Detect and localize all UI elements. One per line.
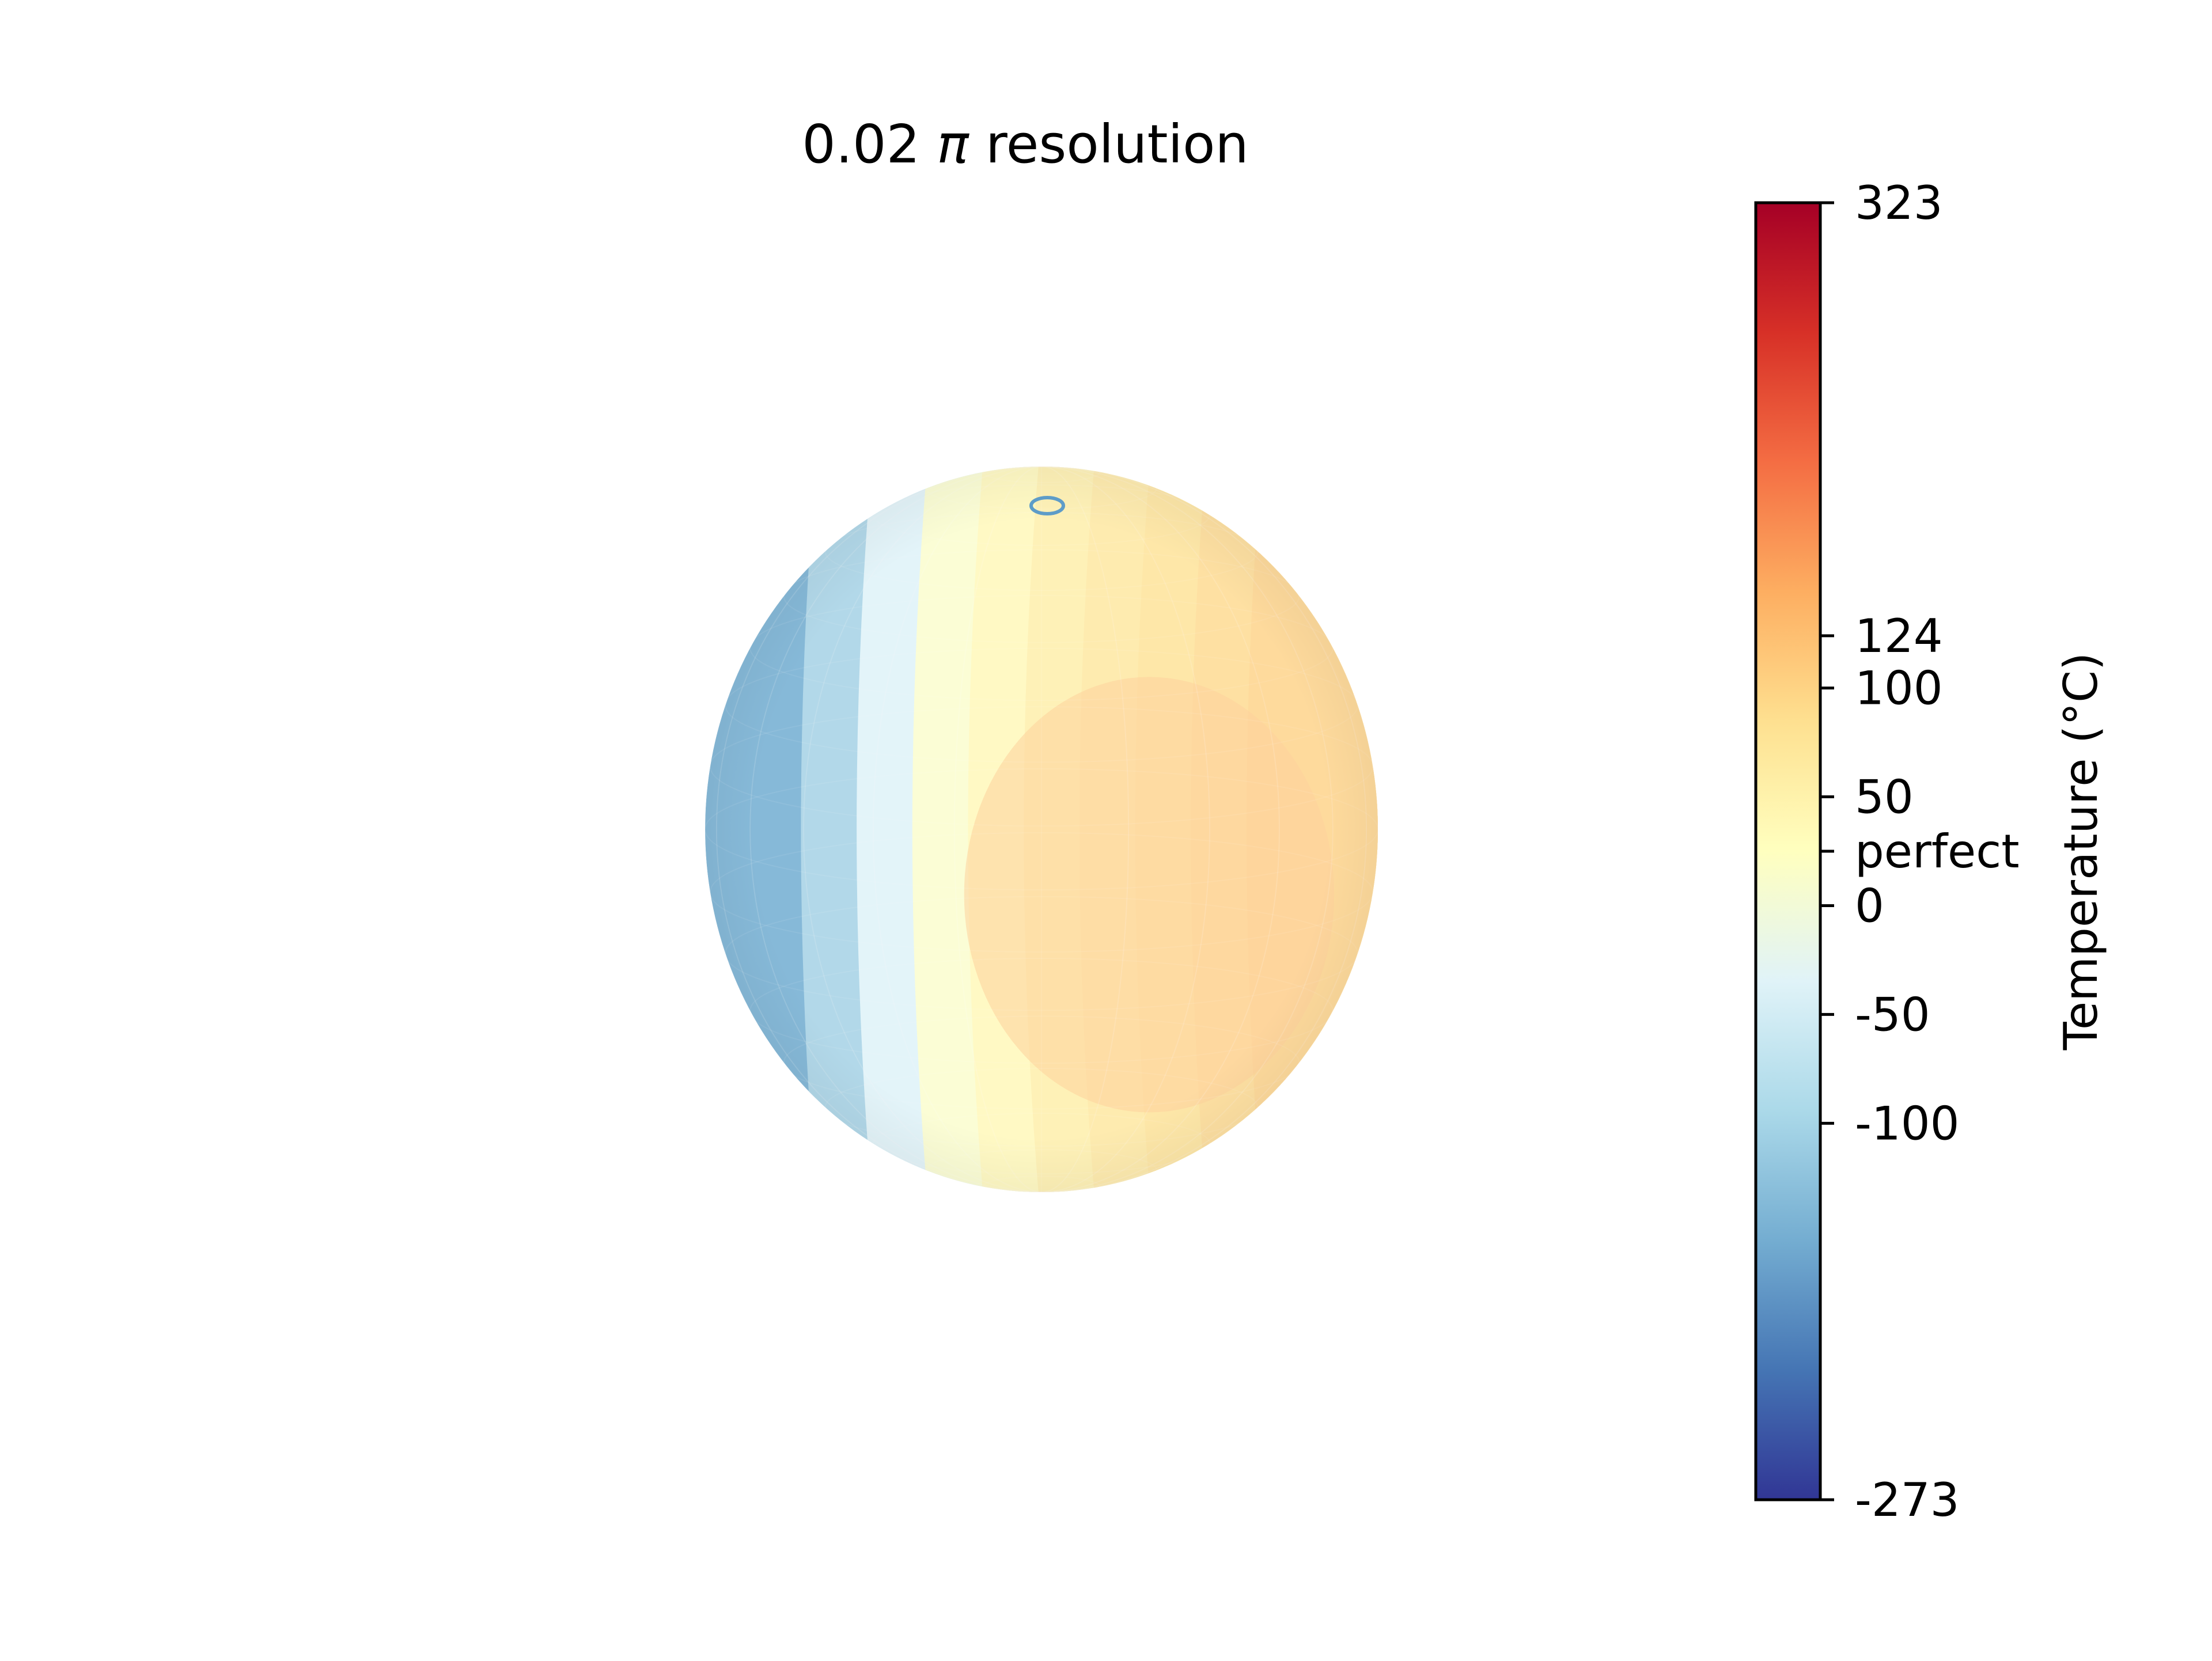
colorbar-tick-label: 0: [1855, 879, 1884, 932]
colorbar-tick-label: -100: [1855, 1097, 1960, 1150]
colorbar-tick-label: -273: [1855, 1473, 1960, 1527]
colorbar-gradient: [1754, 201, 1822, 1501]
chart-title: 0.02 π resolution: [634, 113, 1417, 176]
title-prefix: 0.02: [802, 113, 921, 175]
colorbar-label: Temperature (°C): [2054, 653, 2108, 1051]
colorbar-tick-label: 323: [1855, 176, 1943, 230]
pole-marker: [1029, 496, 1065, 515]
sphere-surface: [705, 467, 1378, 1192]
title-suffix: resolution: [986, 113, 1249, 175]
colorbar-tick-label: 100: [1855, 662, 1943, 715]
colorbar-tick-label: -50: [1855, 988, 1930, 1041]
colorbar-tick-label: 50: [1855, 771, 1914, 824]
title-pi-symbol: π: [937, 113, 969, 175]
colorbar-tick-label: perfect: [1855, 825, 2020, 878]
colorbar-tick-label: 124: [1855, 609, 1943, 663]
